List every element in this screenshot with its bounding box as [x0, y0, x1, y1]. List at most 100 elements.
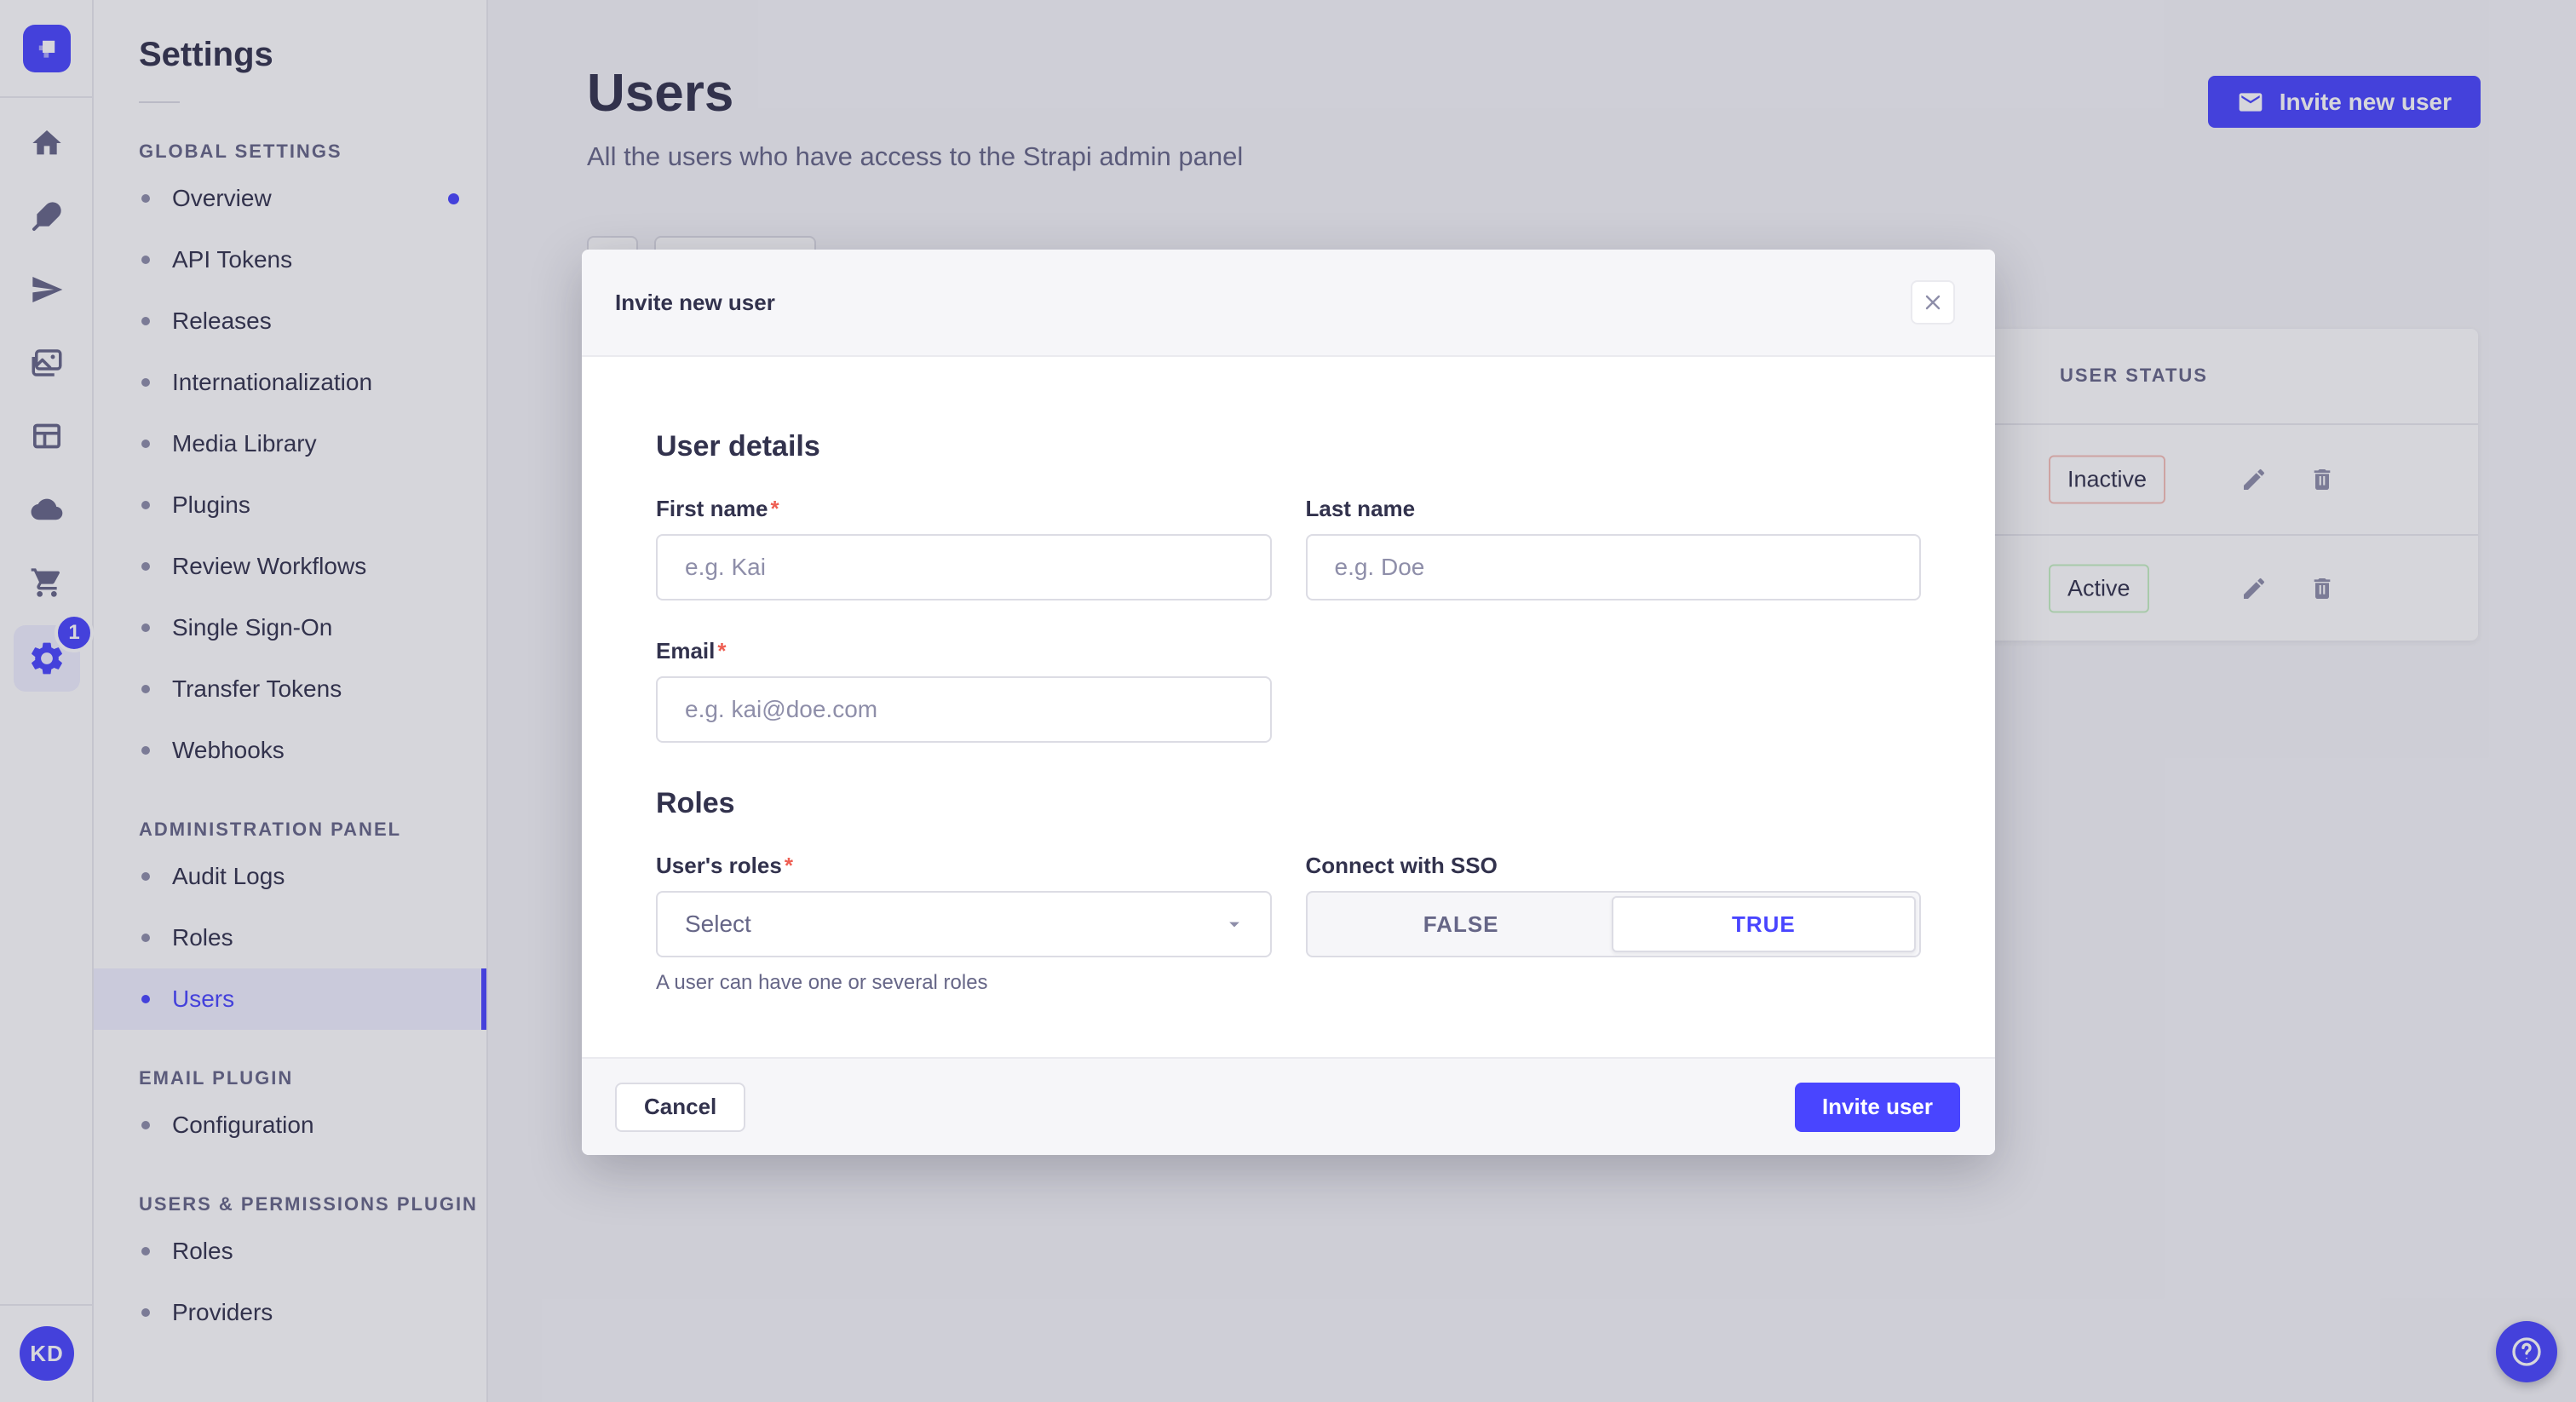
cloud-icon[interactable] [28, 491, 66, 528]
sidebar-item-transfer-tokens[interactable]: Transfer Tokens [94, 658, 486, 720]
close-icon [1925, 295, 1941, 310]
email-label: Email * [656, 638, 727, 664]
bullet-dot [141, 256, 150, 264]
rail-icon-list: 1 [0, 124, 94, 692]
bullet-dot [141, 1247, 150, 1255]
overview-notification-dot [448, 193, 459, 204]
page-subtitle: All the users who have access to the Str… [587, 141, 1244, 171]
bullet-dot [141, 194, 150, 203]
status-badge: Inactive [2049, 455, 2166, 504]
settings-sidebar: Settings GLOBAL SETTINGS Overview API To… [94, 0, 488, 1402]
sso-toggle-true[interactable]: TRUE [1611, 896, 1916, 952]
strapi-logo-icon [38, 40, 55, 58]
marketplace-cart-icon[interactable] [28, 564, 66, 601]
home-icon[interactable] [28, 124, 66, 162]
rail-divider [0, 96, 94, 98]
user-roles-label: User's roles * [656, 853, 793, 878]
bullet-dot [141, 623, 150, 632]
user-roles-field-group: User's roles * Select A user can have one… [656, 853, 1272, 995]
question-mark-icon [2512, 1337, 2541, 1366]
bullet-dot [141, 872, 150, 881]
bullet-dot [141, 1121, 150, 1129]
page-title: Users [587, 64, 734, 123]
first-name-label: First name * [656, 496, 779, 521]
sidebar-item-media-library[interactable]: Media Library [94, 413, 486, 474]
sidebar-item-plugins[interactable]: Plugins [94, 474, 486, 536]
bullet-dot [141, 746, 150, 755]
invite-user-submit-button[interactable]: Invite user [1794, 1082, 1960, 1132]
section-administration-panel: ADMINISTRATION PANEL [139, 819, 402, 840]
sso-toggle-false[interactable]: FALSE [1423, 911, 1499, 937]
modal-title: Invite new user [615, 289, 775, 315]
sidebar-title-rule [139, 101, 180, 103]
cancel-button[interactable]: Cancel [615, 1082, 746, 1132]
bullet-dot [141, 934, 150, 942]
first-name-field-group: First name * [656, 496, 1272, 600]
edit-pencil-icon[interactable] [2239, 573, 2269, 604]
name-fields-row: First name* Last name [656, 496, 1921, 600]
modal-body: User details First name* Last name Email… [582, 357, 1995, 1057]
last-name-field-group: Last name [1305, 496, 1921, 600]
sidebar-title: Settings [139, 36, 273, 73]
edit-pencil-icon[interactable] [2239, 464, 2269, 495]
last-name-input[interactable] [1305, 534, 1921, 600]
required-asterisk: * [770, 496, 779, 521]
sidebar-item-releases[interactable]: Releases [94, 290, 486, 352]
sidebar-item-users[interactable]: Users [94, 968, 486, 1030]
delete-trash-icon[interactable] [2307, 464, 2337, 495]
layout-icon[interactable] [28, 417, 66, 455]
roles-select[interactable]: Select [656, 891, 1272, 957]
bullet-dot [141, 685, 150, 693]
last-name-label: Last name [1305, 496, 1416, 521]
section-roles: Roles [656, 787, 735, 819]
invite-new-user-button[interactable]: Invite new user [2207, 76, 2481, 128]
section-global-settings: GLOBAL SETTINGS [139, 141, 342, 162]
sidebar-item-admin-roles[interactable]: Roles [94, 907, 486, 968]
close-button[interactable] [1911, 280, 1955, 325]
status-badge: Active [2049, 564, 2149, 612]
sidebar-item-review-workflows[interactable]: Review Workflows [94, 536, 486, 597]
sidebar-item-configuration[interactable]: Configuration [94, 1095, 486, 1156]
rail-divider-bottom [0, 1304, 94, 1306]
sidebar-item-internationalization[interactable]: Internationalization [94, 352, 486, 413]
bullet-dot [141, 440, 150, 448]
bullet-dot [141, 562, 150, 571]
section-users-permissions-plugin: USERS & PERMISSIONS PLUGIN [139, 1193, 478, 1215]
user-avatar[interactable]: KD [20, 1326, 74, 1381]
bullet-dot [141, 317, 150, 325]
chevron-down-icon [1228, 922, 1239, 928]
email-input[interactable] [656, 676, 1272, 743]
sidebar-item-audit-logs[interactable]: Audit Logs [94, 846, 486, 907]
sidebar-item-single-sign-on[interactable]: Single Sign-On [94, 597, 486, 658]
email-field-row: Email * [656, 638, 1921, 743]
sidebar-item-up-roles[interactable]: Roles [94, 1221, 486, 1282]
sso-toggle: FALSE TRUE [1305, 891, 1921, 957]
sidebar-item-overview[interactable]: Overview [94, 168, 486, 229]
delete-trash-icon[interactable] [2307, 573, 2337, 604]
required-asterisk: * [784, 853, 793, 878]
sidebar-item-providers[interactable]: Providers [94, 1282, 486, 1343]
email-field-group: Email * [656, 638, 1272, 743]
roles-select-value: Select [685, 911, 751, 937]
section-user-details: User details [656, 430, 820, 463]
section-email-plugin: EMAIL PLUGIN [139, 1067, 294, 1089]
sidebar-item-api-tokens[interactable]: API Tokens [94, 229, 486, 290]
feather-icon[interactable] [28, 198, 66, 235]
first-name-input[interactable] [656, 534, 1272, 600]
icon-rail: 1 KD [0, 0, 94, 1402]
modal-footer: Cancel Invite user [582, 1057, 1995, 1155]
sso-label: Connect with SSO [1305, 853, 1498, 878]
sidebar-item-webhooks[interactable]: Webhooks [94, 720, 486, 781]
column-header-user-status: USER STATUS [2060, 365, 2208, 386]
help-button[interactable] [2496, 1321, 2557, 1382]
bullet-dot [141, 501, 150, 509]
media-library-icon[interactable] [28, 344, 66, 382]
roles-row: User's roles * Select A user can have one… [656, 853, 1921, 995]
bullet-dot [141, 995, 150, 1003]
required-asterisk: * [717, 638, 727, 664]
invite-user-modal: Invite new user User details First name *… [582, 250, 1995, 1155]
send-icon[interactable] [28, 271, 66, 308]
strapi-logo[interactable] [23, 25, 71, 72]
settings-notification-badge: 1 [55, 613, 94, 652]
settings-gear-icon[interactable]: 1 [14, 613, 94, 692]
